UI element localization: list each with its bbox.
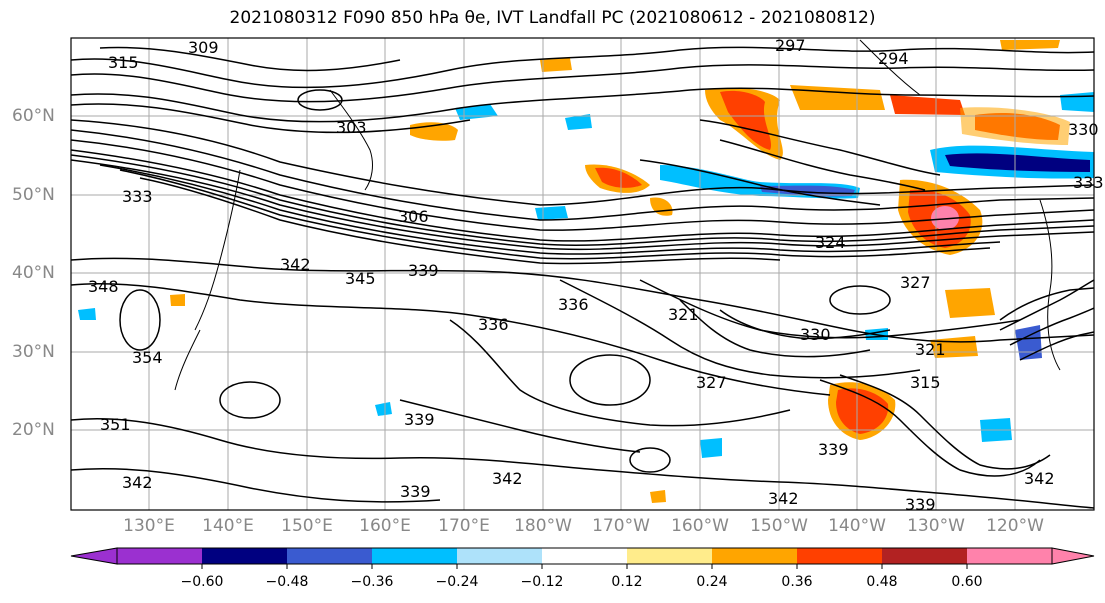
colorbar-seg xyxy=(372,548,457,564)
contour-label: 321 xyxy=(915,340,946,359)
contour-label: 306 xyxy=(398,207,429,226)
contour-label: 315 xyxy=(108,53,139,72)
contour-label: 345 xyxy=(345,269,376,288)
contour-label: 321 xyxy=(668,305,699,324)
colorbar-seg xyxy=(712,548,797,564)
contour-label: 339 xyxy=(404,410,435,429)
lat-label: 30°N xyxy=(12,342,55,362)
lon-label: 160°E xyxy=(359,516,411,536)
orange-patch-small2 xyxy=(650,490,666,503)
colorbar-seg xyxy=(287,548,372,564)
contour-label: 333 xyxy=(1073,173,1104,192)
colorbar-tick-label: −0.36 xyxy=(350,574,394,590)
coastlines xyxy=(174,39,1061,391)
contour-label: 339 xyxy=(818,440,849,459)
contour-label: 342 xyxy=(280,255,311,274)
lon-label: 140°E xyxy=(202,516,254,536)
colorbar-tick-label: 0.60 xyxy=(951,574,983,590)
colorbar-seg xyxy=(542,548,627,564)
contour-label: 342 xyxy=(122,473,153,492)
lon-label: 170°W xyxy=(592,516,650,536)
pink-core-gulf xyxy=(931,206,959,230)
contour-label: 324 xyxy=(815,233,846,252)
lat-label: 20°N xyxy=(12,420,55,440)
contour-label: 342 xyxy=(492,469,523,488)
orange-patch-small1 xyxy=(540,58,572,72)
map-frame xyxy=(70,37,1095,511)
navy-band-ne-pacific xyxy=(945,153,1090,172)
lon-label: 120°W xyxy=(986,516,1044,536)
orange-patch-n-ca xyxy=(945,288,995,318)
contour-label: 339 xyxy=(905,495,936,514)
lat-label: 60°N xyxy=(12,106,55,126)
lat-label: 50°N xyxy=(12,185,55,205)
red-patch-subtropical xyxy=(836,388,889,434)
red-patch-mid xyxy=(595,167,642,188)
colorbar-seg xyxy=(457,548,542,564)
lat-label: 40°N xyxy=(12,263,55,283)
colorbar-seg xyxy=(882,548,967,564)
contour-label: 351 xyxy=(100,415,131,434)
lon-label: 130°W xyxy=(907,516,965,536)
contour-label: 342 xyxy=(768,489,799,508)
lon-label: 150°W xyxy=(750,516,808,536)
colorbar-tick-label: −0.12 xyxy=(520,574,564,590)
contour-label: 348 xyxy=(88,277,119,296)
lon-label: 150°E xyxy=(281,516,333,536)
contour-label: 354 xyxy=(132,348,163,367)
blue-patch-west xyxy=(535,206,568,220)
blue-patch-d xyxy=(78,308,96,320)
lon-label: 130°E xyxy=(123,516,175,536)
red-patch-alaska xyxy=(720,90,772,150)
lon-label: 170°E xyxy=(438,516,490,536)
contour-label: 342 xyxy=(1024,469,1055,488)
colorbar-seg xyxy=(967,548,1052,564)
colorbar-seg xyxy=(797,548,882,564)
theta-e-contours xyxy=(71,46,1094,509)
contour-label: 333 xyxy=(122,187,153,206)
contour-label: 309 xyxy=(188,38,219,57)
contour-label: 294 xyxy=(878,49,909,68)
colorbar-tick-label: 0.36 xyxy=(781,574,813,590)
colorbar-tick-label: 0.48 xyxy=(866,574,898,590)
colorbar-seg xyxy=(202,548,287,564)
lon-label: 160°W xyxy=(671,516,729,536)
lon-label: 180°W xyxy=(514,516,572,536)
contour-label: 327 xyxy=(900,273,931,292)
colorbar-seg xyxy=(117,548,202,564)
colorbar-tick-label: −0.24 xyxy=(435,574,479,590)
colorbar-tick-label: −0.48 xyxy=(265,574,309,590)
contour-label: 339 xyxy=(408,261,439,280)
lon-label: 140°W xyxy=(828,516,886,536)
contour-label: 339 xyxy=(400,482,431,501)
colorbar-min-arrow xyxy=(70,547,118,565)
colorbar-seg xyxy=(627,548,712,564)
colorbar-tick-label: −0.60 xyxy=(180,574,224,590)
colorbar-frame xyxy=(116,547,1053,565)
contour-label: 297 xyxy=(775,36,806,55)
colorbar xyxy=(70,547,1095,569)
colorbar-tick-label: 0.24 xyxy=(696,574,728,590)
blue-patch-hawaii xyxy=(700,438,722,458)
contour-label: 336 xyxy=(558,295,589,314)
blue-patch-ne-corner xyxy=(1060,92,1094,112)
blue-patch-sw xyxy=(375,402,392,416)
colorbar-max-arrow xyxy=(1051,547,1095,565)
red-patch-ne xyxy=(890,95,965,115)
plot-title: 2021080312 F090 850 hPa θe, IVT Landfall… xyxy=(229,8,876,28)
contour-label: 327 xyxy=(696,373,727,392)
contour-label: 336 xyxy=(478,315,509,334)
contour-label: 330 xyxy=(800,325,831,344)
contour-label: 330 xyxy=(1068,120,1099,139)
blue-patch-cal xyxy=(1015,325,1042,360)
blue-patch-north xyxy=(565,114,592,130)
orange-patch-small3 xyxy=(170,294,185,306)
colorbar-tick-label: 0.12 xyxy=(611,574,643,590)
contour-labels: 309 315 303 297 294 333 306 342 339 345 … xyxy=(88,36,1104,514)
contour-label: 303 xyxy=(336,118,367,137)
contour-label: 315 xyxy=(910,373,941,392)
